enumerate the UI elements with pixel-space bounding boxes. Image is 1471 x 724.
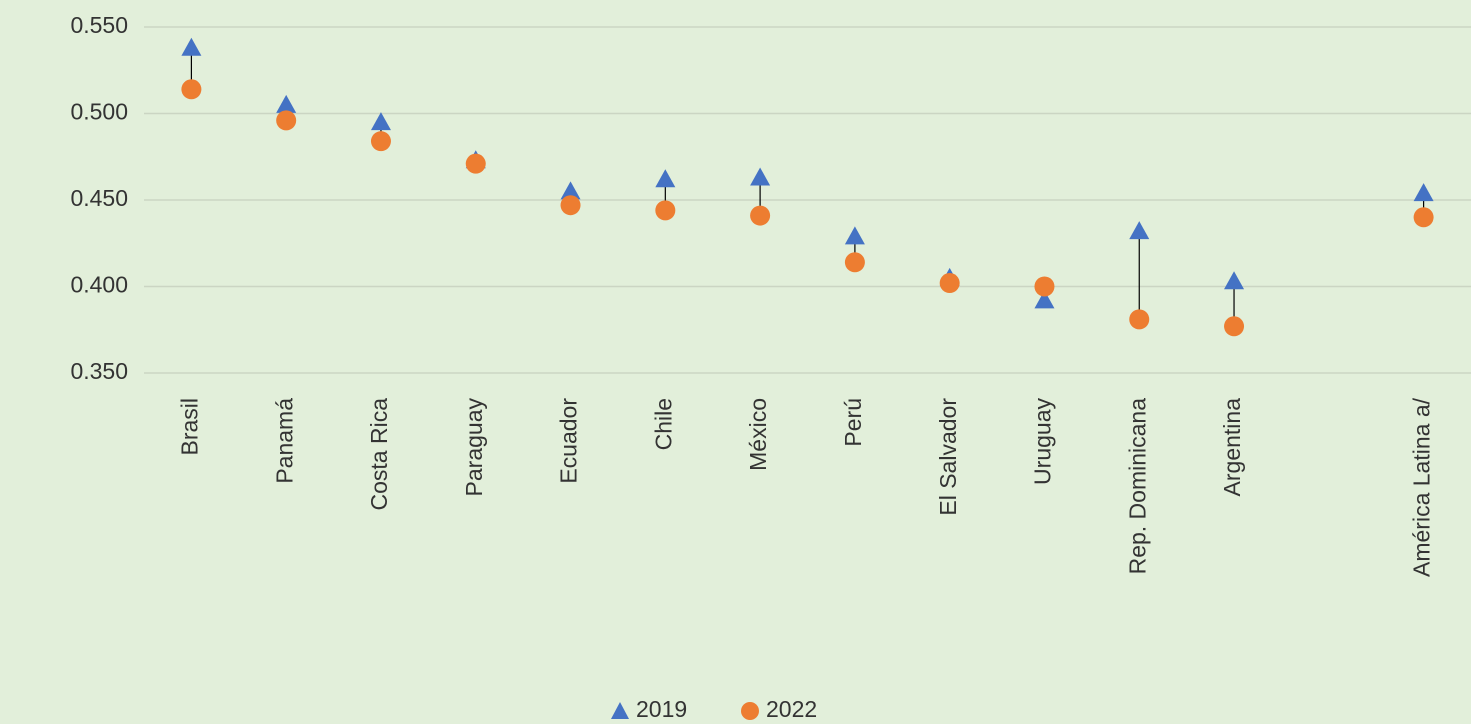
circle-marker	[560, 195, 581, 216]
triangle-marker	[1413, 183, 1434, 202]
x-tick-label: Perú	[840, 398, 866, 447]
triangle-marker	[181, 37, 202, 56]
x-tick-label: Costa Rica	[366, 398, 392, 511]
x-tick-label: Paraguay	[461, 398, 487, 497]
triangle-marker	[844, 226, 865, 245]
triangle-marker	[370, 112, 391, 131]
legend-label: 2022	[766, 696, 817, 722]
legend-marker	[611, 702, 629, 719]
circle-marker	[465, 153, 486, 174]
circle-marker	[370, 131, 391, 152]
x-tick-label: México	[745, 398, 771, 471]
x-tick-label: Rep. Dominicana	[1124, 398, 1150, 575]
x-tick-label: Uruguay	[1030, 398, 1056, 485]
x-tick-label: Panamá	[271, 398, 297, 484]
triangle-marker	[560, 181, 581, 200]
circle-marker	[1413, 207, 1434, 228]
circle-marker	[844, 252, 865, 273]
x-tick-label: Argentina	[1219, 398, 1245, 497]
circle-marker	[276, 110, 297, 131]
circle-marker	[1129, 309, 1150, 330]
triangle-marker	[1034, 290, 1055, 309]
triangle-marker	[276, 94, 297, 113]
y-tick-label: 0.400	[70, 272, 128, 298]
triangle-marker	[1129, 221, 1150, 240]
circle-marker	[750, 205, 771, 226]
circle-marker	[1034, 276, 1055, 297]
x-tick-label: Chile	[650, 398, 676, 450]
circle-marker	[939, 273, 960, 294]
x-tick-label: Ecuador	[556, 398, 582, 484]
circle-marker	[655, 200, 676, 221]
x-tick-label: América Latina a/	[1409, 397, 1435, 577]
legend-label: 2019	[636, 696, 687, 722]
circle-marker	[181, 79, 202, 100]
y-tick-label: 0.500	[70, 99, 128, 125]
triangle-marker	[1224, 271, 1245, 290]
triangle-marker	[655, 169, 676, 188]
x-tick-label: El Salvador	[935, 398, 961, 516]
x-tick-label: Brasil	[176, 398, 202, 456]
triangle-marker	[750, 167, 771, 186]
y-tick-label: 0.550	[70, 12, 128, 38]
y-tick-label: 0.450	[70, 185, 128, 211]
legend-marker	[741, 702, 759, 720]
circle-marker	[1224, 316, 1245, 337]
y-tick-label: 0.350	[70, 358, 128, 384]
